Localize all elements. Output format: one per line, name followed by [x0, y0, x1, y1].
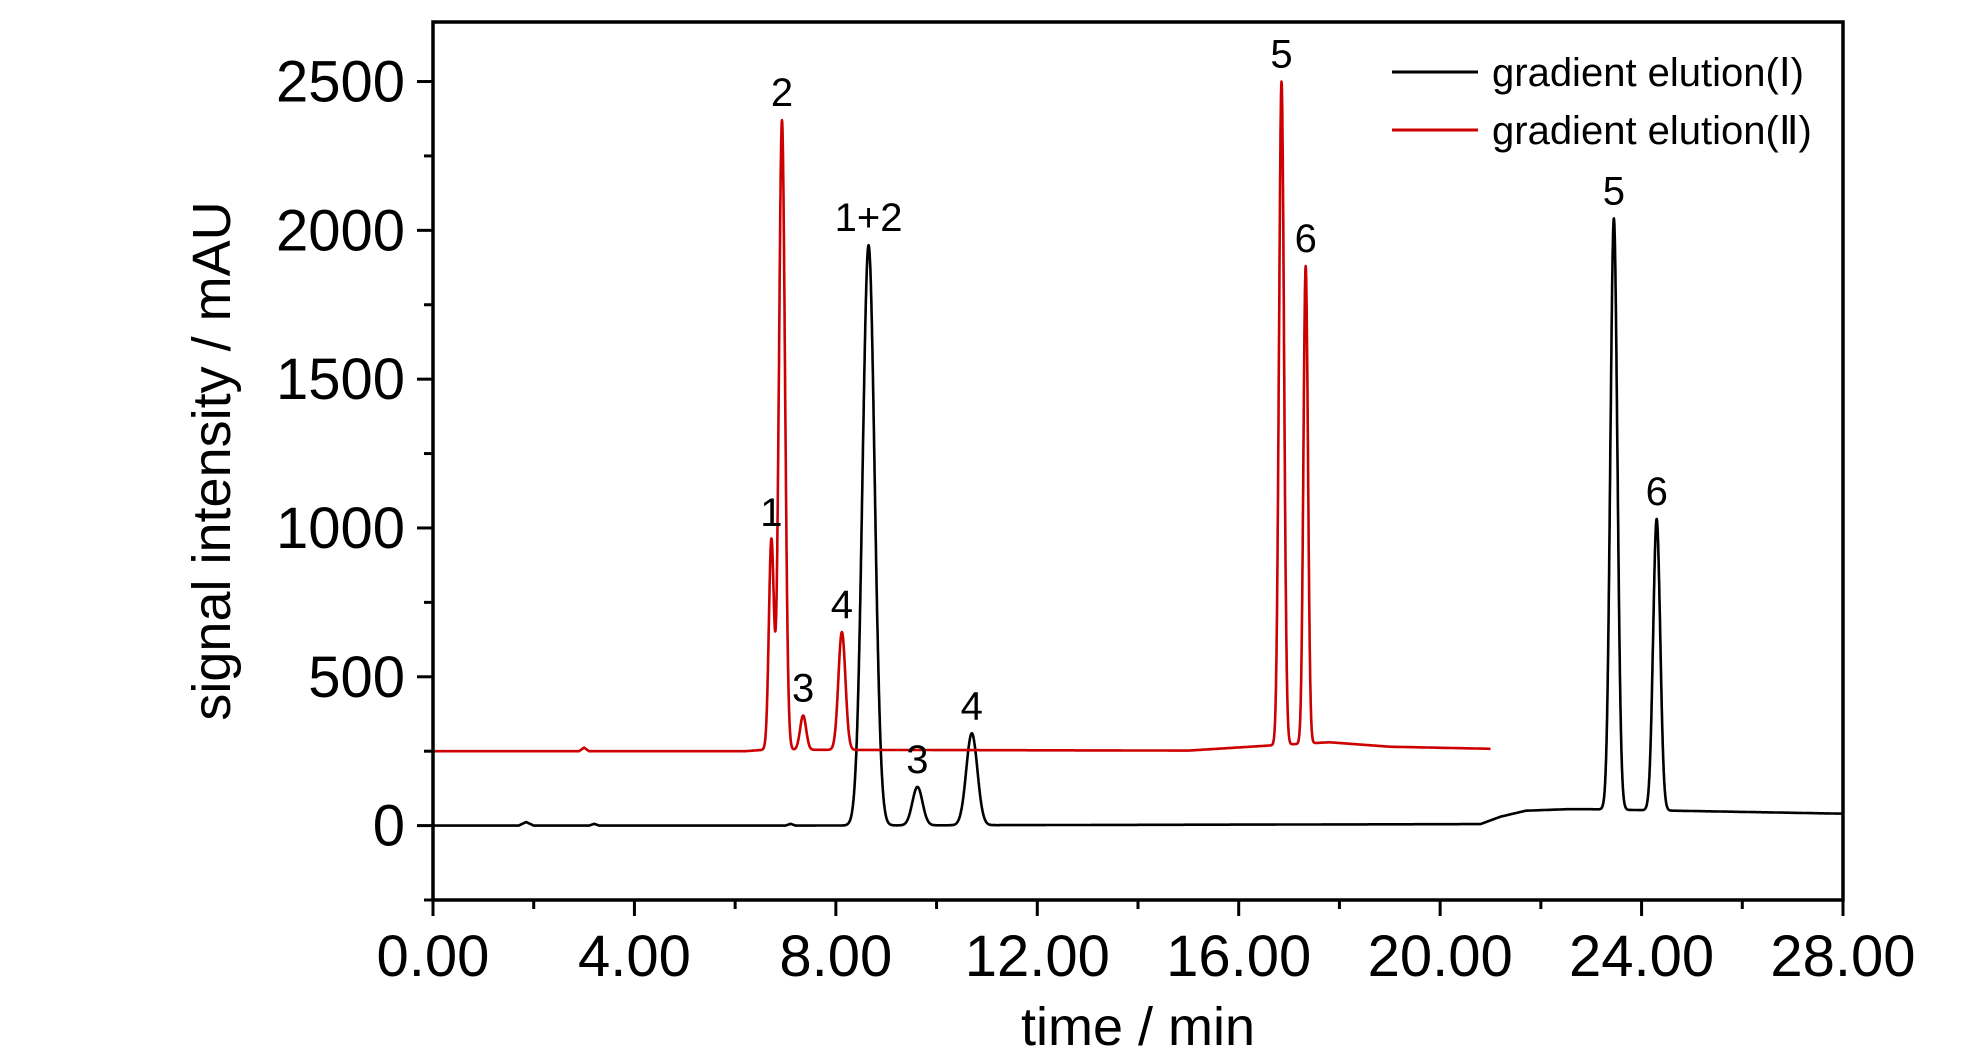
axes: 0.00 4.00 8.00 12.00 16.00 20.00 24.00 28.00 0 50… [276, 20, 1916, 989]
peak-label-series2-5: 5 [1270, 33, 1292, 77]
y-tick-label: 0 [373, 794, 405, 859]
plot-lines [431, 80, 1844, 827]
y-tick-label: 1500 [276, 347, 405, 412]
x-tick-label: 12.00 [965, 924, 1110, 989]
peak-label-series1-4: 5 [1603, 169, 1625, 213]
series-line-1 [431, 217, 1844, 827]
y-tick-label: 2000 [276, 198, 405, 263]
peak-label-series2-4: 4 [831, 583, 853, 627]
x-tick-label: 0.00 [377, 924, 490, 989]
legend: gradient elution(Ⅰ) gradient elution(Ⅱ) [1392, 51, 1812, 153]
peak-label-series2-2: 2 [771, 71, 793, 115]
peak-label-series1-3: 4 [961, 684, 983, 728]
x-tick-label: 16.00 [1166, 924, 1311, 989]
x-tick-label: 24.00 [1569, 924, 1714, 989]
x-tick-label: 8.00 [779, 924, 892, 989]
y-tick-label: 2500 [276, 50, 405, 115]
peak-label-series2-6: 6 [1295, 217, 1317, 261]
plot-frame [431, 20, 1845, 902]
peak-label-series1-1: 1+2 [835, 196, 903, 240]
y-tick-label: 1000 [276, 496, 405, 561]
x-tick-label: 4.00 [578, 924, 691, 989]
peak-label-series2-1: 1 [760, 491, 782, 535]
legend-label-2: gradient elution(Ⅱ) [1492, 109, 1812, 153]
legend-label-1: gradient elution(Ⅰ) [1492, 51, 1804, 95]
y-axis-title: signal intensity / mAU [182, 201, 242, 720]
y-tick-label: 500 [308, 645, 405, 710]
x-tick-label: 20.00 [1368, 924, 1513, 989]
peak-label-series1-5: 6 [1646, 470, 1668, 514]
x-axis-title: time / min [1021, 997, 1255, 1057]
peak-label-series2-3: 3 [792, 667, 814, 711]
x-tick-label: 28.00 [1770, 924, 1915, 989]
series-line-2 [431, 80, 1492, 753]
peak-label-series1-2: 3 [906, 738, 928, 782]
